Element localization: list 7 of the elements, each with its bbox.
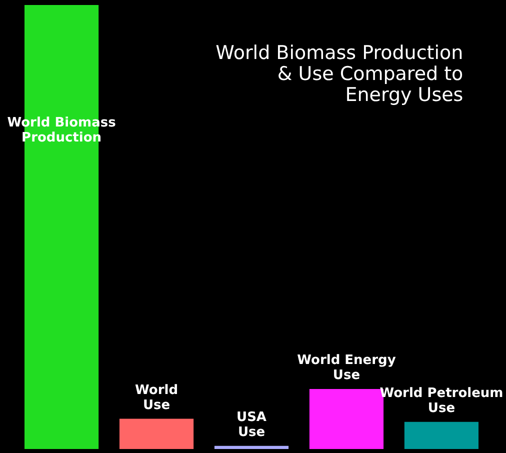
bar	[214, 446, 289, 449]
text: World Biomass Production & Use Compared to Energy Uses	[216, 42, 464, 106]
x-tick-label: USA Use	[236, 410, 266, 440]
x-tick-label: World Energy Use	[297, 353, 396, 384]
bar	[404, 422, 478, 449]
bar	[119, 418, 194, 449]
x-tick-label: World Use	[135, 382, 178, 413]
